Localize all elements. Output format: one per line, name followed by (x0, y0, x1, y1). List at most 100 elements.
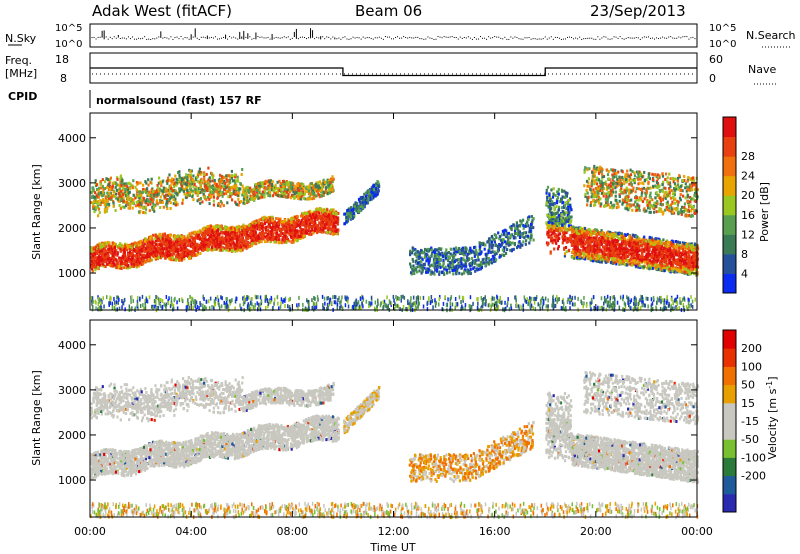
heatmap-cell (257, 307, 259, 312)
heatmap-cell (181, 236, 184, 240)
heatmap-cell (235, 203, 238, 207)
heatmap-cell (188, 257, 191, 261)
heatmap-cell (225, 300, 228, 305)
heatmap-cell (642, 300, 644, 305)
heatmap-cell (225, 302, 227, 307)
heatmap-cell (258, 305, 260, 310)
heatmap-cell (566, 300, 569, 305)
heatmap-cell (241, 242, 244, 246)
heatmap-cell (261, 185, 264, 189)
heatmap-cell (613, 301, 615, 306)
heatmap-cell (628, 303, 630, 308)
heatmap-cell (221, 194, 224, 198)
heatmap-cell (149, 257, 152, 260)
heatmap-cell (158, 298, 161, 303)
heatmap-cell (644, 303, 646, 308)
heatmap-cell (308, 306, 310, 311)
heatmap-cell (148, 247, 151, 251)
heatmap-cell (104, 260, 107, 263)
heatmap-cell (211, 179, 214, 183)
heatmap-cell (222, 241, 225, 245)
heatmap-cell (260, 301, 263, 306)
heatmap-cell (286, 221, 289, 225)
heatmap-cell (182, 244, 185, 248)
heatmap-cell (609, 304, 611, 309)
heatmap-cell (603, 295, 606, 300)
heatmap-cell (273, 297, 276, 302)
heatmap-cell (174, 174, 177, 178)
heatmap-cell (242, 201, 245, 205)
heatmap-cell (137, 181, 140, 185)
heatmap-cell (137, 210, 141, 214)
heatmap-cell (691, 299, 694, 304)
heatmap-cell (91, 257, 95, 261)
heatmap-cell (676, 300, 679, 305)
heatmap-cell (158, 249, 161, 253)
heatmap-cell (97, 247, 100, 251)
heatmap-cell (196, 234, 200, 238)
heatmap-cell (147, 178, 150, 182)
heatmap-cell (196, 179, 199, 183)
heatmap-cell (361, 294, 363, 299)
heatmap-cell (109, 176, 112, 180)
nsearch-label: N.Search (746, 29, 796, 42)
heatmap-cell (402, 294, 404, 299)
heatmap-cell (464, 306, 466, 311)
heatmap-cell (240, 173, 243, 176)
heatmap-cell (172, 251, 175, 255)
heatmap-cell (571, 302, 574, 307)
heatmap-cell (335, 212, 338, 216)
heatmap-cell (258, 191, 261, 195)
heatmap-cell (115, 188, 118, 192)
heatmap-cell (675, 299, 678, 304)
heatmap-cell (316, 225, 319, 229)
heatmap-cell (297, 235, 300, 238)
heatmap-cell (121, 248, 124, 252)
heatmap-cell (224, 186, 227, 190)
heatmap-cell (281, 223, 284, 227)
heatmap-cell (108, 262, 111, 266)
heatmap-cell (241, 236, 244, 240)
heatmap-cell (146, 187, 149, 191)
heatmap-cell (634, 299, 636, 304)
heatmap-cell (296, 303, 298, 308)
heatmap-cell (237, 197, 240, 201)
heatmap-cell (280, 301, 282, 306)
heatmap-cell (102, 264, 105, 268)
heatmap-cell (134, 196, 137, 200)
heatmap-cell (214, 244, 217, 248)
heatmap-cell (111, 262, 114, 266)
heatmap-cell (322, 230, 325, 234)
heatmap-cell (241, 244, 244, 248)
heatmap-cell (518, 306, 521, 311)
heatmap-cell (94, 191, 97, 195)
heatmap-cell (483, 297, 485, 302)
heatmap-cell (273, 301, 275, 306)
date-title: 23/Sep/2013 (590, 2, 686, 20)
heatmap-cell (234, 299, 237, 304)
heatmap-cell (370, 295, 373, 300)
heatmap-cell (241, 193, 244, 197)
heatmap-cell (638, 301, 640, 306)
heatmap-cell (98, 299, 100, 304)
heatmap-cell (380, 301, 382, 306)
heatmap-cell (161, 237, 164, 241)
heatmap-cell (122, 199, 126, 203)
heatmap-cell (688, 303, 690, 308)
heatmap-cell (324, 186, 328, 190)
heatmap-cell (614, 299, 616, 304)
heatmap-cell (592, 295, 595, 300)
heatmap-cell (362, 304, 364, 309)
heatmap-cell (390, 301, 393, 306)
heatmap-cell (131, 295, 133, 300)
heatmap-cell (502, 307, 504, 312)
heatmap-cell (193, 230, 196, 234)
heatmap-cell (278, 306, 280, 311)
heatmap-cell (286, 236, 289, 240)
heatmap-cell (642, 297, 644, 302)
heatmap-cell (133, 260, 136, 264)
heatmap-cell (191, 297, 194, 302)
heatmap-cell (221, 240, 224, 244)
heatmap-cell (305, 222, 308, 226)
heatmap-cell (215, 296, 217, 301)
